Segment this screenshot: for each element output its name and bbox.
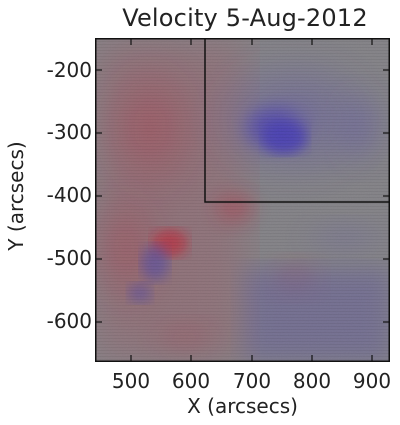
y-axis-label: Y (arcsecs) <box>4 141 28 251</box>
x-tick-label: 500 <box>111 369 151 393</box>
y-ticks <box>95 69 390 323</box>
region-of-interest-box <box>204 38 390 203</box>
y-tick-label: -200 <box>46 58 92 82</box>
plot-title: Velocity 5-Aug-2012 <box>122 4 368 32</box>
velocity-image <box>95 38 390 362</box>
x-tick-label: 900 <box>352 369 392 393</box>
x-tick-label: 700 <box>232 369 272 393</box>
x-axis-label: X (arcsecs) <box>187 394 298 418</box>
plot-frame <box>95 38 390 362</box>
y-tick-label: -600 <box>46 309 92 333</box>
y-tick-label: -500 <box>46 246 92 270</box>
x-tick-label: 800 <box>292 369 332 393</box>
x-ticks <box>130 38 373 362</box>
velocity-map-plot <box>95 38 390 362</box>
y-tick-label: -400 <box>46 183 92 207</box>
x-tick-label: 600 <box>171 369 211 393</box>
y-tick-label: -300 <box>46 120 92 144</box>
